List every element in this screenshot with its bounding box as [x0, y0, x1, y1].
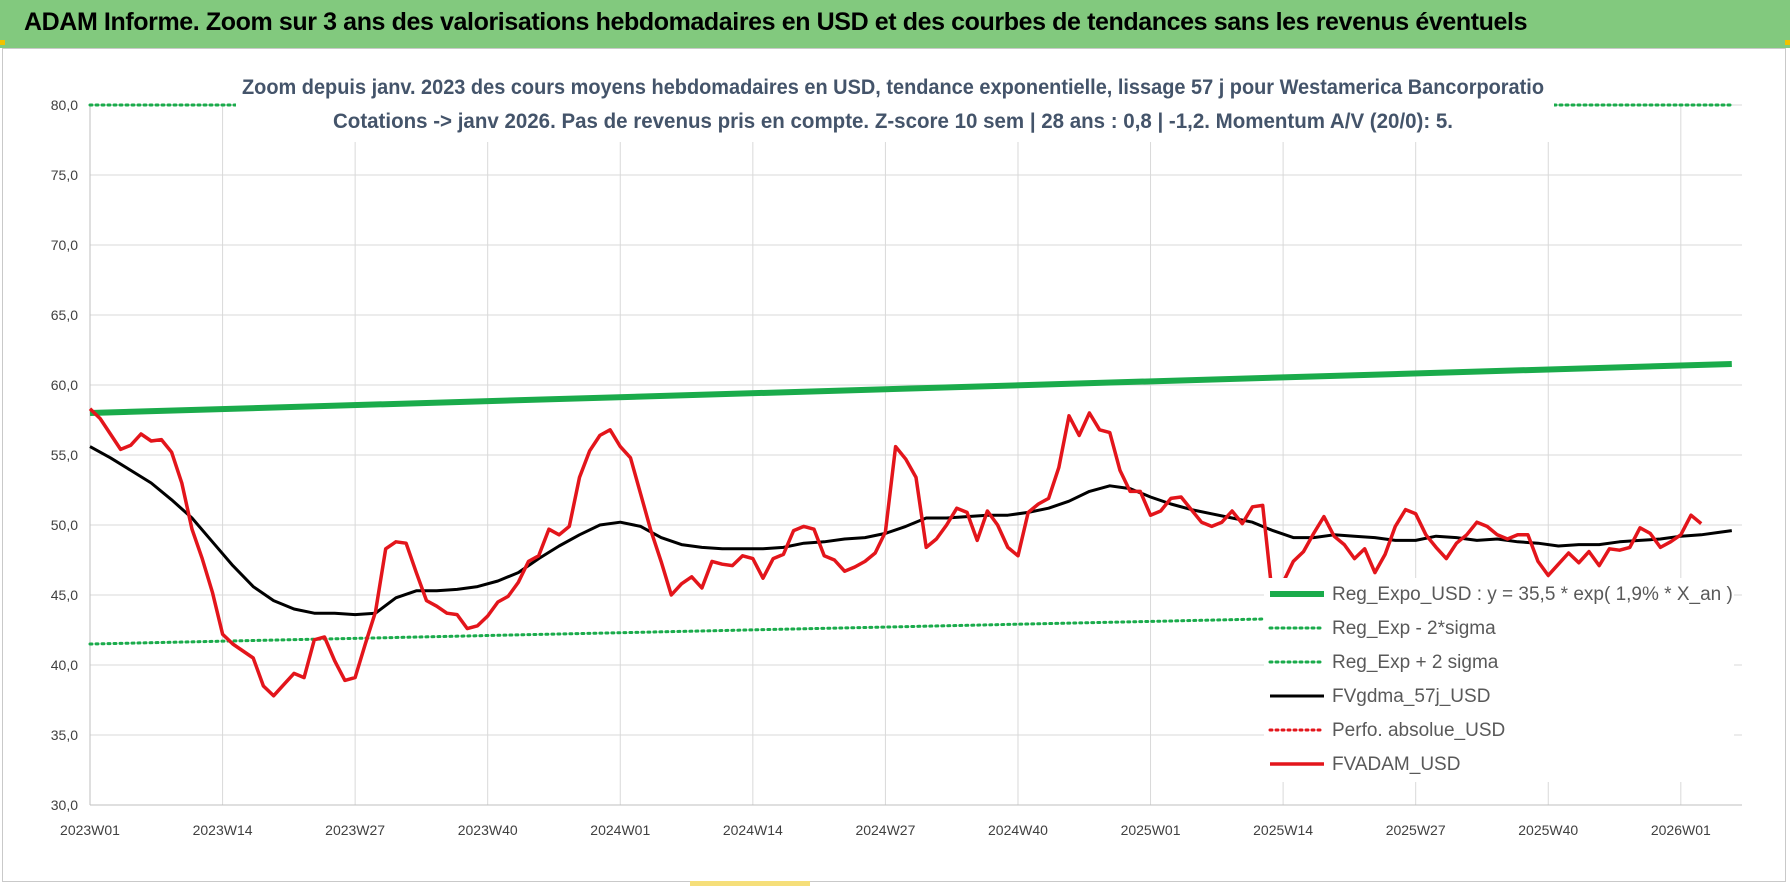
corner-marker-left — [0, 40, 5, 45]
legend-background — [1264, 578, 1734, 782]
legend-label: Reg_Expo_USD : y = 35,5 * exp( 1,9% * X_… — [1332, 584, 1733, 605]
legend-label: FVgdma_57j_USD — [1332, 686, 1490, 707]
chart-title-line1: Zoom depuis janv. 2023 des cours moyens … — [242, 76, 1544, 99]
legend: Reg_Expo_USD : y = 35,5 * exp( 1,9% * X_… — [1264, 578, 1734, 782]
x-tick-label: 2026W01 — [1651, 822, 1711, 838]
legend-label: Reg_Exp - 2*sigma — [1332, 618, 1496, 639]
y-tick-label: 40,0 — [51, 657, 78, 673]
y-tick-label: 80,0 — [51, 97, 78, 113]
legend-label: Reg_Exp + 2 sigma — [1332, 652, 1499, 673]
x-tick-label: 2024W40 — [988, 822, 1048, 838]
x-tick-label: 2024W14 — [723, 822, 783, 838]
y-tick-label: 45,0 — [51, 587, 78, 603]
chart-frame — [2, 48, 1786, 882]
series-layer — [88, 68, 1734, 698]
y-tick-label: 35,0 — [51, 727, 78, 743]
series-line-3 — [89, 445, 1733, 617]
y-tick-label: 50,0 — [51, 517, 78, 533]
x-tick-label: 2023W27 — [325, 822, 385, 838]
y-tick-label: 30,0 — [51, 797, 78, 813]
x-tick-label: 2024W27 — [855, 822, 915, 838]
x-tick-label: 2023W01 — [60, 822, 120, 838]
legend-label: FVADAM_USD — [1332, 754, 1460, 775]
x-tick-label: 2023W14 — [193, 822, 253, 838]
x-tick-label: 2023W40 — [458, 822, 518, 838]
y-tick-label: 70,0 — [51, 237, 78, 253]
axes: 30,0 35,0 40,0 45,0 50,0 55,0 60,0 65,0 70,0 75,0… — [51, 97, 1742, 838]
chart-title-line2: Cotations -> janv 2026. Pas de revenus p… — [333, 110, 1453, 133]
y-tick-label: 60,0 — [51, 377, 78, 393]
series-line-5 — [88, 407, 1703, 698]
corner-marker-right — [1785, 40, 1790, 45]
bottom-tab-marker — [690, 881, 810, 886]
banner-title: ADAM Informe. Zoom sur 3 ans des valoris… — [24, 8, 1528, 36]
x-tick-label: 2024W01 — [590, 822, 650, 838]
x-tick-label: 2025W01 — [1121, 822, 1181, 838]
y-tick-label: 75,0 — [51, 167, 78, 183]
x-tick-label: 2025W40 — [1518, 822, 1578, 838]
y-tick-label: 65,0 — [51, 307, 78, 323]
x-tick-label: 2025W14 — [1253, 822, 1313, 838]
x-tick-label: 2025W27 — [1386, 822, 1446, 838]
series-line-0 — [89, 361, 1732, 416]
y-tick-label: 55,0 — [51, 447, 78, 463]
title-backdrop — [236, 68, 1554, 142]
legend-label: Perfo. absolue_USD — [1332, 720, 1505, 741]
title-banner: ADAM Informe. Zoom sur 3 ans des valoris… — [0, 0, 1790, 48]
